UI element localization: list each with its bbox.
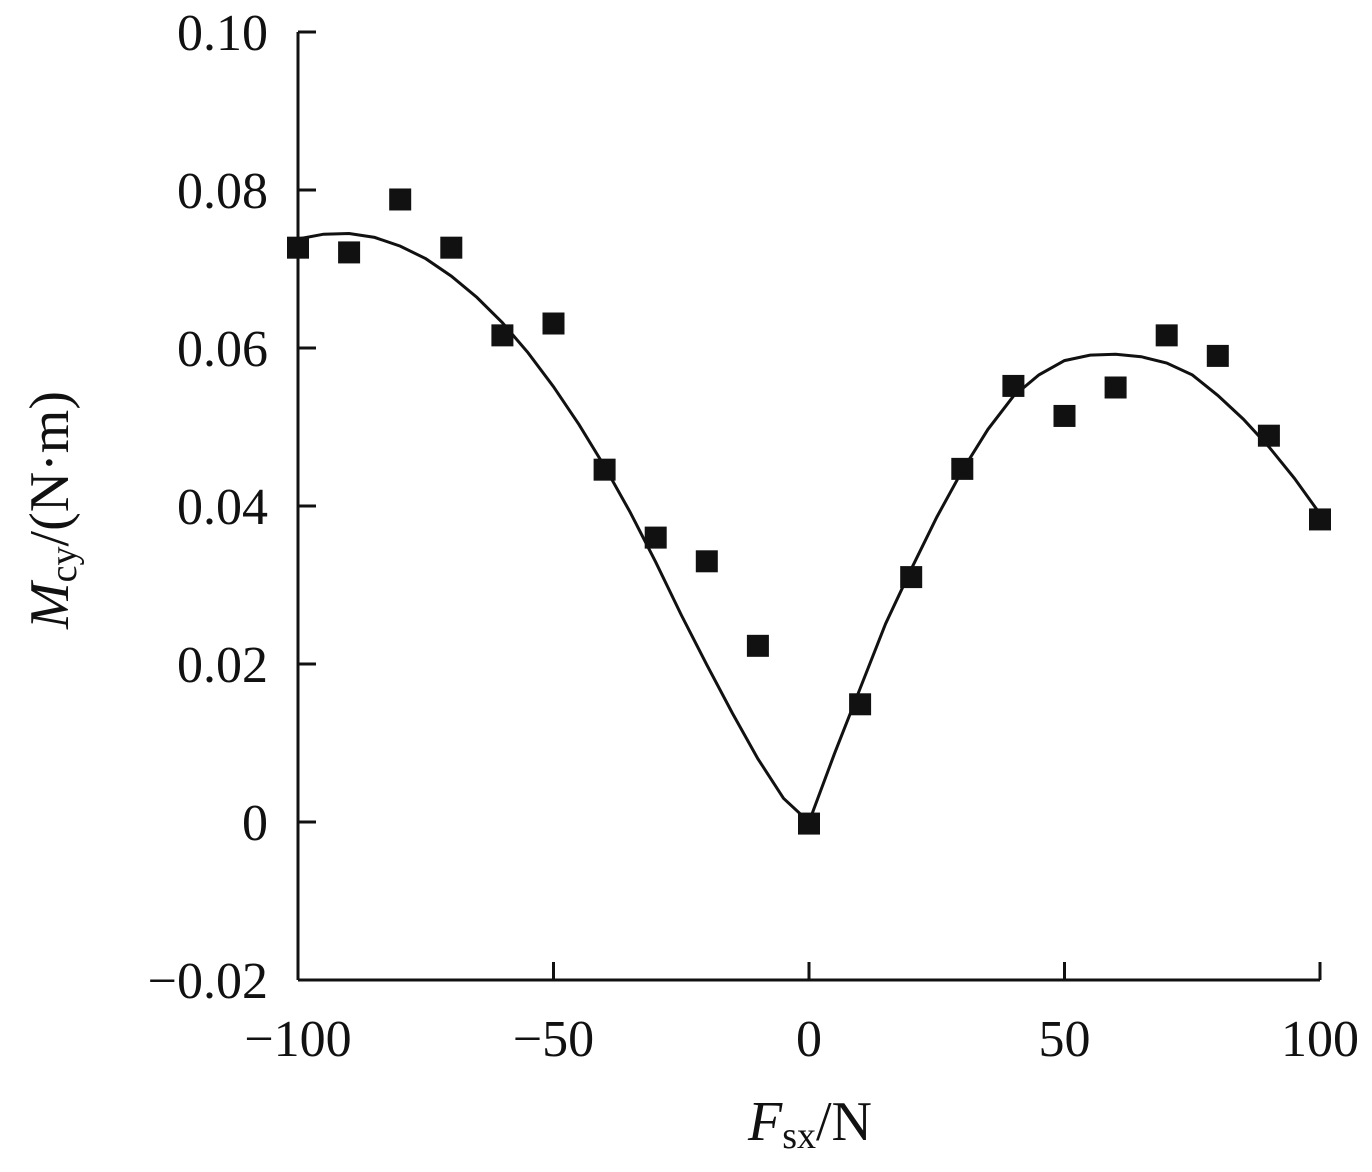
fit-curve [297, 231, 1322, 825]
data-point [542, 312, 565, 335]
y-axis-label: Mcy/(N·m) [19, 391, 85, 630]
data-point [1053, 404, 1076, 427]
data-point [338, 241, 361, 264]
y-tick-label: 0.10 [177, 5, 268, 62]
data-point [1309, 508, 1331, 531]
data-point [695, 550, 718, 573]
data-point [389, 188, 412, 211]
y-tick-label: 0.04 [177, 479, 268, 536]
data-point [593, 458, 616, 481]
y-ticks: −0.02 0 0.02 0.04 0.06 0.08 0.10 [148, 5, 316, 1010]
data-point [746, 634, 769, 657]
data-point [644, 526, 667, 549]
data-point [1206, 344, 1229, 367]
x-tick-label: −100 [244, 1011, 351, 1068]
y-tick-label: 0.06 [177, 321, 268, 378]
data-point [951, 457, 974, 480]
x-tick-label: −50 [513, 1011, 594, 1068]
x-tick-label: 0 [796, 1011, 822, 1068]
axes [296, 32, 1320, 982]
y-tick-label: −0.02 [148, 953, 268, 1010]
y-tick-label: 0 [242, 795, 268, 852]
data-point [287, 236, 309, 259]
data-point [900, 566, 923, 589]
x-ticks: −100 −50 0 50 100 [244, 962, 1359, 1068]
data-point [1155, 324, 1178, 347]
x-tick-label: 100 [1281, 1011, 1359, 1068]
data-point [849, 693, 872, 716]
y-tick-label: 0.02 [177, 637, 268, 694]
x-axis-label: Fsx/N [747, 1091, 872, 1157]
data-point [1104, 376, 1127, 399]
fit-curve-layer [297, 231, 1322, 825]
data-point [1002, 374, 1025, 397]
y-tick-label: 0.08 [177, 163, 268, 220]
data-point [491, 324, 514, 347]
data-point [1257, 424, 1280, 447]
data-point [798, 812, 820, 835]
data-point [440, 236, 463, 259]
x-tick-label: 50 [1039, 1011, 1091, 1068]
data-markers [287, 188, 1331, 835]
